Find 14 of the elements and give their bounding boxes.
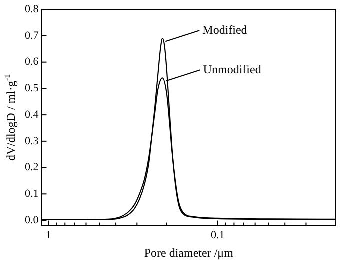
y-tick-label: 0.2 [25, 162, 39, 174]
y-tick-label: 0.5 [25, 82, 40, 95]
y-tick-label: 0.7 [25, 30, 40, 42]
y-tick-label: 0.6 [25, 56, 40, 68]
annotation: Unmodified [203, 62, 262, 76]
y-axis-title: dV/dlogD / ml·g-1 [3, 74, 18, 162]
y-tick-label: 0.1 [25, 188, 39, 200]
x-axis-title: Pore diameter /μm [144, 246, 234, 260]
y-tick-label: 0.8 [25, 3, 40, 16]
x-tick-label: 1 [46, 229, 52, 242]
annotation: Modified [202, 22, 248, 37]
y-tick-label: 0.0 [25, 214, 40, 226]
y-tick-label: 0.4 [25, 108, 40, 121]
y-tick-label: 0.3 [25, 135, 40, 148]
